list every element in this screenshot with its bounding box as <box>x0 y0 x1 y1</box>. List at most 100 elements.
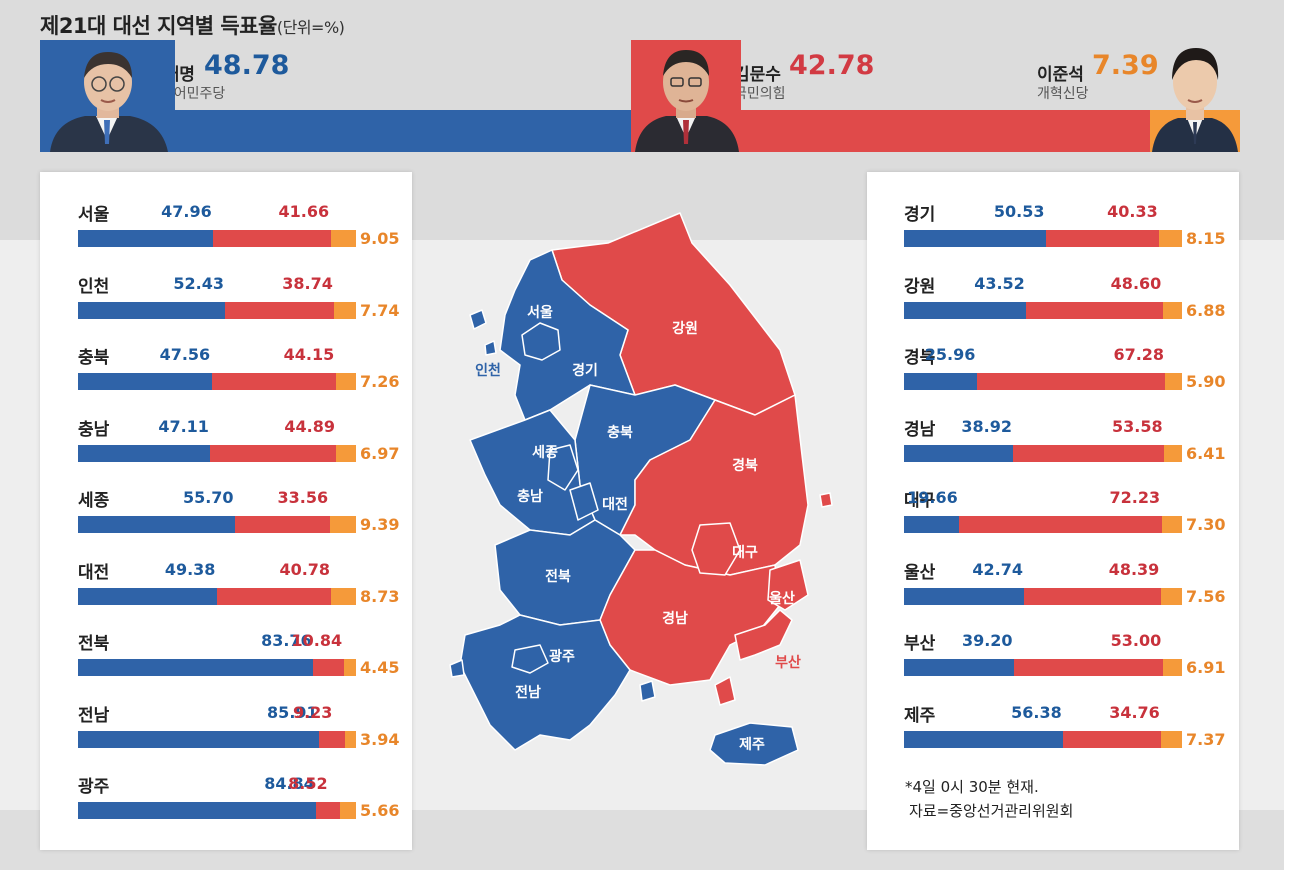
bar-lee <box>904 730 1064 748</box>
value-lee: 50.53 <box>993 202 1045 221</box>
value-lee-js: 6.91 <box>1186 658 1226 677</box>
map-region-gyeonggi <box>499 249 636 421</box>
bar-lee <box>78 587 217 605</box>
map-label-gyeonggi: 경기 <box>572 362 598 379</box>
region-name: 경북 <box>904 348 936 368</box>
value-lee: 19.66 <box>907 488 958 507</box>
map-region-sejong <box>547 444 579 491</box>
candidate-party-kim: 국민의힘 <box>734 86 786 102</box>
value-kim: 8.52 <box>288 774 328 793</box>
value-kim: 53.58 <box>1111 416 1163 436</box>
map-region-daejeon <box>569 482 599 521</box>
map-label-daegu: 대구 <box>732 545 758 561</box>
value-lee-js: 7.26 <box>360 372 400 391</box>
bar-lee-js <box>1163 444 1182 462</box>
bar-kim <box>211 373 336 390</box>
value-kim: 44.89 <box>284 416 336 436</box>
value-kim: 67.28 <box>1113 345 1165 364</box>
bar-lee-js <box>1161 730 1182 748</box>
person-photo-lee-jae-myung <box>40 40 175 152</box>
bar-kim <box>216 587 332 605</box>
value-kim: 53.00 <box>1110 631 1162 650</box>
value-lee: 42.74 <box>972 559 1023 579</box>
bar-kim <box>319 730 345 748</box>
value-lee-js: 9.05 <box>360 229 400 248</box>
bar-lee <box>78 373 212 390</box>
candidate-party-lee-js: 개혁신당 <box>1037 86 1089 102</box>
bar-kim <box>234 516 330 533</box>
chart-title: 제21대 대선 지역별 득표율(단위=%) <box>40 14 345 38</box>
value-lee: 49.38 <box>164 559 216 579</box>
value-lee: 56.38 <box>1011 702 1062 722</box>
value-lee: 55.70 <box>182 488 234 507</box>
bar-kim <box>1026 301 1163 319</box>
map-region-busan <box>734 609 793 661</box>
map-label-busan: 부산 <box>775 654 801 671</box>
value-kim: 38.74 <box>282 273 333 293</box>
bar-kim <box>1045 230 1160 247</box>
map-region-gwangju <box>511 644 549 674</box>
value-lee-js: 4.45 <box>360 658 400 677</box>
map-label-gyeongnam: 경남 <box>662 610 688 627</box>
bar-lee-js <box>340 802 356 819</box>
value-lee-js: 7.37 <box>1186 729 1226 749</box>
value-lee-js: 3.94 <box>360 729 400 749</box>
region-name: 경기 <box>904 205 936 225</box>
value-lee: 39.20 <box>961 631 1013 650</box>
value-lee-js: 5.66 <box>360 801 400 820</box>
bar-kim <box>959 516 1162 533</box>
bar-kim <box>210 444 337 462</box>
bar-lee-js <box>334 301 356 319</box>
map-label-ulsan: 울산 <box>769 590 795 607</box>
value-kim: 40.78 <box>279 559 331 579</box>
map-label-daejeon: 대전 <box>602 496 628 513</box>
value-kim: 9.23 <box>292 702 333 722</box>
bar-lee-js <box>1159 230 1182 247</box>
value-lee: 84.84 <box>264 774 315 793</box>
bar-kim <box>316 802 341 819</box>
footnote-time: *4일 0시 30분 현재. <box>905 778 1039 796</box>
map-label-gyeongbuk: 경북 <box>732 457 758 474</box>
value-lee-js: 8.73 <box>360 586 400 606</box>
bar-lee-js <box>344 730 356 748</box>
map-region-ulsan <box>767 559 809 611</box>
person-photo-kim-moon-soo <box>631 40 741 152</box>
value-lee: 47.11 <box>158 416 209 436</box>
candidate-pct-lee: 48.78 <box>204 50 290 81</box>
region-name: 대전 <box>78 562 110 583</box>
region-name: 울산 <box>904 562 936 583</box>
korea-map: 서울 인천 경기 강원 충북 세종 충남 대전 경북 대구 울산 전북 경남 광… <box>430 205 860 799</box>
map-label-gangwon: 강원 <box>672 320 698 337</box>
value-lee: 52.43 <box>173 273 224 293</box>
value-lee-js: 8.15 <box>1186 229 1226 248</box>
map-label-jeonbuk: 전북 <box>545 568 571 585</box>
bar-lee <box>78 230 214 247</box>
value-lee: 47.56 <box>159 345 211 364</box>
region-name: 충남 <box>78 419 110 440</box>
value-kim: 40.33 <box>1107 202 1158 221</box>
bar-lee-js <box>330 230 356 247</box>
map-region-jeonnam <box>459 614 631 751</box>
value-kim: 48.60 <box>1110 273 1162 293</box>
region-name: 경남 <box>904 419 936 440</box>
value-lee-js: 6.88 <box>1186 300 1226 320</box>
bar-lee <box>904 516 960 533</box>
value-kim: 34.76 <box>1109 702 1160 722</box>
bar-lee <box>904 659 1014 676</box>
value-lee: 83.76 <box>261 631 312 650</box>
map-region-jeju <box>709 722 799 766</box>
person-photo-lee-jun-seok <box>1150 40 1240 152</box>
region-name: 전북 <box>78 634 110 654</box>
bar-kim <box>1013 659 1163 676</box>
bar-lee <box>78 730 320 748</box>
bar-lee <box>904 301 1027 319</box>
value-lee-js: 9.39 <box>360 515 400 534</box>
bar-lee-js <box>331 587 356 605</box>
region-name: 대구 <box>904 491 936 511</box>
value-kim: 10.84 <box>291 631 343 650</box>
value-lee-js: 5.90 <box>1186 372 1226 391</box>
bar-lee <box>904 587 1025 605</box>
bar-lee <box>78 444 211 462</box>
value-lee-js: 6.97 <box>360 443 400 463</box>
footnote-source: 자료=중앙선거관리위원회 <box>909 802 1074 820</box>
